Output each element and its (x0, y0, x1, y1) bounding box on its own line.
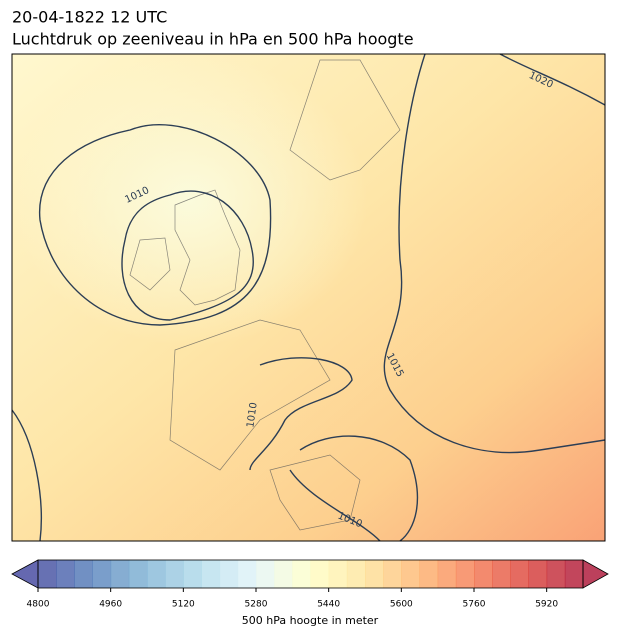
colorbar-segment (110, 560, 130, 588)
colorbar-segment (38, 560, 57, 588)
colorbar-tick-label: 4800 (27, 600, 50, 610)
colorbar-segment (292, 560, 311, 588)
title: 20-04-1822 12 UTC (12, 8, 167, 27)
colorbar-extend-high (582, 559, 609, 589)
colorbar-segment (147, 560, 166, 588)
colorbar-tick-label: 5280 (245, 600, 268, 610)
colorbar-segment (274, 560, 293, 588)
colorbar-segment (455, 560, 475, 588)
colorbar-segment (437, 560, 457, 588)
colorbar-segment (237, 560, 257, 588)
colorbar-segment (92, 560, 112, 588)
subtitle: Luchtdruk op zeeniveau in hPa en 500 hPa… (12, 30, 414, 49)
colorbar-segment (183, 560, 202, 588)
colorbar-segment (401, 560, 420, 588)
colorbar-segment (74, 560, 93, 588)
colorbar-segment (256, 560, 275, 588)
colorbar-segment (165, 560, 184, 588)
colorbar-segment (328, 560, 348, 588)
colorbar-segment (56, 560, 75, 588)
map: 1020 1010 1015 1010 1010 (11, 53, 606, 542)
colorbar-segment (365, 560, 384, 588)
colorbar-segment (419, 560, 439, 588)
colorbar-segment (564, 560, 584, 588)
colorbar-frame (37, 559, 584, 589)
colorbar-tick-label: 5120 (172, 600, 195, 610)
colorbar-segment (510, 560, 529, 588)
colorbar-tick-label: 5440 (317, 600, 340, 610)
colorbar-tick-label: 5920 (535, 600, 558, 610)
colorbar-segment (546, 560, 566, 588)
colorbar-extend-low (11, 559, 39, 589)
colorbar: 4800 4960 5120 5280 5440 5600 5760 5920 (11, 559, 609, 610)
colorbar-tick-label: 5760 (463, 600, 486, 610)
isobar-label: 1010 (245, 402, 259, 429)
colorbar-segment (346, 560, 366, 588)
colorbar-segment (528, 560, 548, 588)
colorbar-tick-label: 5600 (390, 600, 413, 610)
colorbar-segment (310, 560, 330, 588)
colorbar-segment (201, 560, 221, 588)
colorbar-segment (492, 560, 511, 588)
colorbar-segment (219, 560, 239, 588)
colorbar-tick-label: 4960 (99, 600, 122, 610)
colorbar-segment (474, 560, 493, 588)
colorbar-segment (383, 560, 402, 588)
colorbar-label: 500 hPa hoogte in meter (242, 614, 379, 627)
colorbar-segment (128, 560, 148, 588)
